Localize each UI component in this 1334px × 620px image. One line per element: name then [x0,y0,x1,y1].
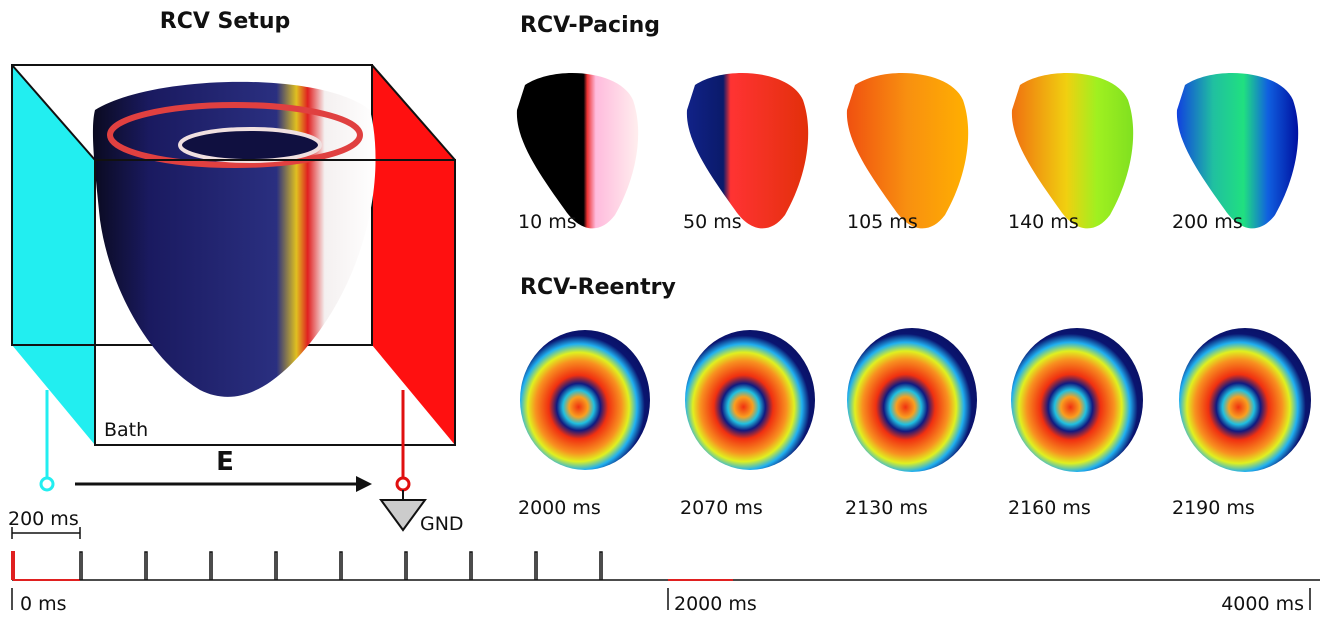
setup-title: RCV Setup [160,9,290,34]
pacing-heart [1012,73,1133,228]
pacing-title: RCV-Pacing [520,13,660,38]
reentry-heart [847,328,977,472]
reentry-heart [1011,328,1143,472]
pacing-heart [687,73,808,228]
reentry-heart [685,330,815,470]
reentry-hearts [520,328,1311,472]
reentry-title: RCV-Reentry [520,275,676,300]
timeline-red [12,552,733,580]
pacing-heart [1177,73,1298,228]
time-start: 0 ms [20,593,67,615]
reentry-label: 2190 ms [1172,497,1255,519]
scale-label: 200 ms [8,508,79,530]
time-mid: 2000 ms [674,593,757,615]
bath-label: Bath [104,419,148,441]
timeline-ticks [12,588,1310,610]
pacing-label: 50 ms [683,211,742,233]
red-electrode [372,65,455,445]
field-label: E [216,447,234,477]
reentry-label: 2000 ms [518,497,601,519]
field-arrowhead [356,476,372,492]
pacing-hearts [517,73,1298,228]
reentry-label: 2160 ms [1008,497,1091,519]
pacing-heart [847,73,968,228]
setup-heart-cavity [180,129,320,161]
page: RCV Setup Bath GND E 200 ms 0 ms 2000 ms… [0,0,1334,620]
reentry-heart [1179,328,1311,472]
pacing-label: 140 ms [1008,211,1079,233]
red-terminal [397,478,409,490]
time-end: 4000 ms [1221,593,1304,615]
pacing-label: 10 ms [518,211,577,233]
pacing-label: 200 ms [1172,211,1243,233]
cyan-terminal [41,478,53,490]
pacing-heart [517,73,638,228]
reentry-label: 2130 ms [845,497,928,519]
ground-label: GND [420,513,464,535]
reentry-label: 2070 ms [680,497,763,519]
cyan-electrode [12,65,95,445]
pulses [80,552,602,580]
figure: RCV Setup Bath GND E 200 ms 0 ms 2000 ms… [0,0,1334,620]
ground-symbol [381,500,425,530]
pacing-label: 105 ms [847,211,918,233]
reentry-heart [520,330,650,470]
